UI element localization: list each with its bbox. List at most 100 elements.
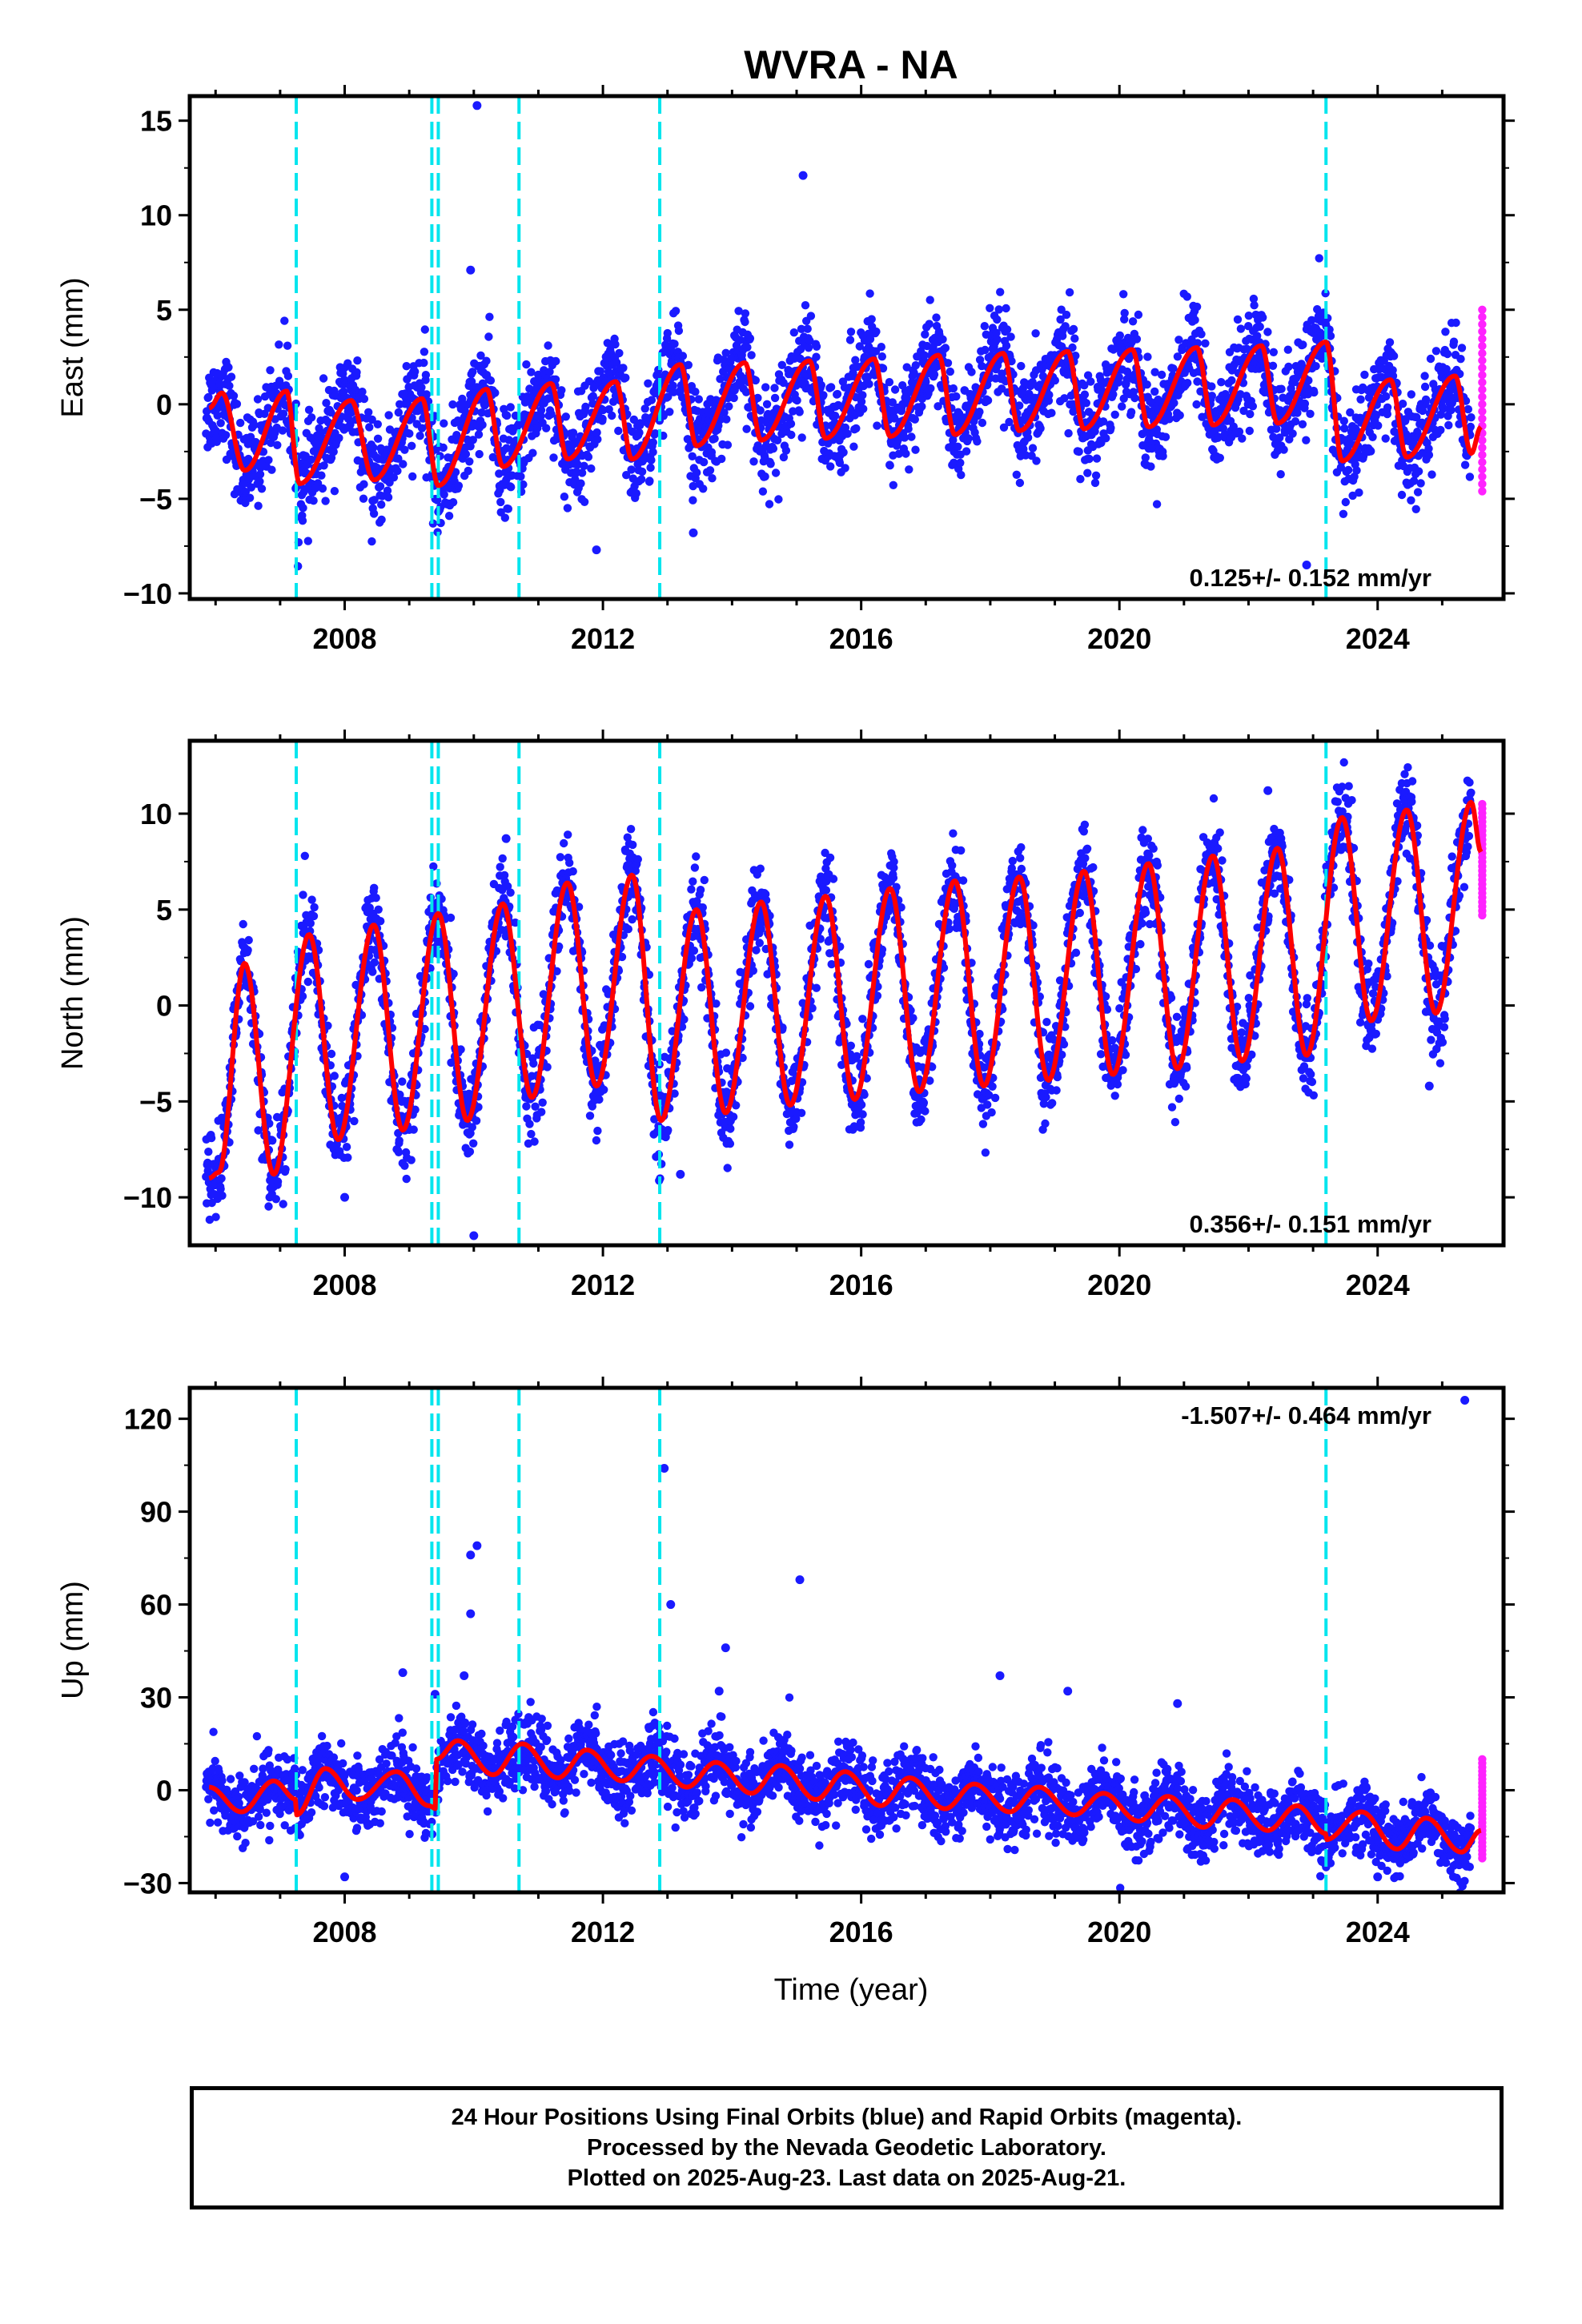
data-point: [1456, 355, 1465, 364]
data-point: [448, 498, 458, 507]
data-point: [725, 1140, 735, 1148]
rapid-point: [1478, 443, 1487, 452]
rapid-point: [1478, 385, 1487, 394]
data-point: [343, 359, 352, 368]
data-point: [464, 466, 472, 476]
data-point: [367, 415, 376, 424]
data-point: [1382, 392, 1391, 401]
data-point: [890, 414, 899, 423]
data-point: [593, 435, 602, 444]
data-point: [1368, 432, 1377, 441]
data-point: [474, 430, 484, 439]
data-point: [278, 426, 287, 435]
data-point: [352, 368, 361, 377]
data-point: [1002, 325, 1012, 334]
data-point: [405, 429, 414, 438]
data-point: [855, 342, 865, 351]
data-point: [734, 307, 743, 316]
data-point: [687, 885, 696, 894]
data-point: [1045, 390, 1054, 400]
data-point: [1191, 316, 1199, 324]
data-point: [1350, 472, 1359, 481]
data-point: [502, 444, 511, 452]
data-point: [1106, 424, 1115, 432]
data-point: [723, 1164, 732, 1172]
data-point: [364, 408, 373, 416]
data-point: [1452, 318, 1460, 328]
data-point: [980, 322, 990, 331]
data-point: [999, 423, 1009, 432]
data-point: [467, 377, 476, 386]
data-point: [307, 895, 316, 904]
data-point: [1115, 331, 1125, 340]
data-point: [420, 358, 428, 368]
data-point: [846, 1041, 856, 1051]
data-point: [890, 385, 900, 394]
data-point: [1183, 379, 1192, 388]
data-point: [986, 304, 994, 312]
rapid-point: [1478, 312, 1487, 322]
data-point: [932, 313, 941, 322]
data-point: [283, 372, 293, 380]
data-point: [264, 456, 273, 464]
data-point: [785, 1140, 794, 1149]
data-point: [1398, 400, 1407, 408]
data-point: [307, 413, 316, 422]
data-point: [801, 301, 810, 310]
data-point: [689, 481, 697, 491]
data-point: [221, 431, 231, 440]
data-point: [877, 343, 886, 352]
data-point: [894, 449, 904, 458]
data-point: [1416, 479, 1425, 488]
data-point: [369, 509, 379, 518]
data-point: [787, 430, 796, 440]
rapid-point: [1478, 378, 1487, 387]
data-point: [901, 449, 910, 458]
data-point: [568, 428, 578, 437]
data-point: [1269, 348, 1279, 356]
data-point: [795, 408, 804, 416]
data-point: [1383, 409, 1392, 419]
data-point: [1091, 471, 1101, 480]
data-point: [1220, 430, 1230, 439]
data-point: [1304, 376, 1313, 385]
data-point: [408, 441, 416, 450]
data-point: [1313, 305, 1322, 314]
data-point: [1031, 329, 1040, 338]
data-point: [1465, 472, 1475, 481]
data-point: [1064, 428, 1073, 438]
data-point: [628, 915, 636, 924]
data-point: [417, 424, 427, 432]
data-point: [1128, 317, 1138, 326]
data-point: [461, 449, 471, 459]
data-point: [1442, 364, 1451, 374]
data-point: [1299, 340, 1307, 349]
data-point: [1235, 427, 1244, 436]
outlier-point: [592, 545, 601, 555]
data-point: [770, 384, 779, 392]
rapid-point: [1478, 327, 1487, 336]
data-point: [647, 456, 656, 464]
data-point: [1019, 444, 1028, 453]
data-point: [409, 1125, 418, 1134]
data-point: [377, 515, 386, 525]
data-point: [229, 392, 239, 400]
data-point: [998, 384, 1006, 393]
data-point: [1192, 302, 1202, 312]
data-point: [227, 372, 236, 381]
data-point: [1243, 344, 1251, 353]
data-point: [1119, 394, 1128, 403]
data-point: [693, 468, 701, 477]
data-point: [522, 360, 531, 369]
data-point: [359, 480, 368, 489]
data-point: [1090, 478, 1100, 488]
data-point: [1443, 349, 1452, 359]
outlier-point: [466, 265, 476, 275]
data-point: [858, 391, 867, 400]
data-point: [1339, 509, 1348, 518]
data-point: [310, 903, 319, 912]
data-point: [370, 958, 379, 967]
data-point: [893, 435, 903, 444]
data-point: [1236, 324, 1246, 333]
